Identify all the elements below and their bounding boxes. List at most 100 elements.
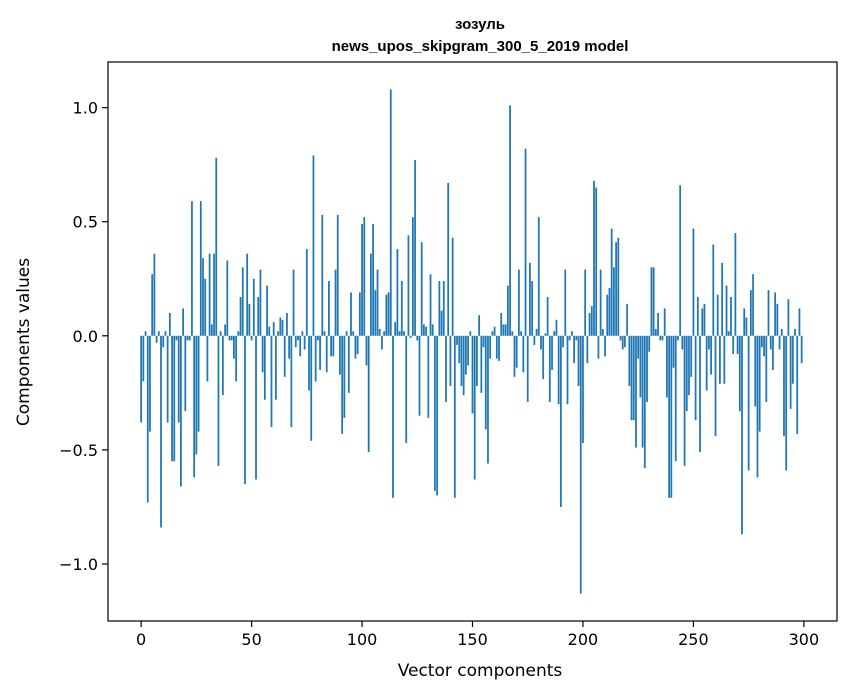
bar xyxy=(458,335,461,364)
bar xyxy=(509,105,511,336)
bar xyxy=(752,274,754,336)
bar xyxy=(769,335,772,350)
bar xyxy=(526,335,529,402)
bar xyxy=(736,335,739,355)
bar xyxy=(493,326,496,336)
bar xyxy=(469,331,472,336)
y-tick-label: 0.0 xyxy=(73,327,98,346)
bar xyxy=(259,269,262,336)
bar xyxy=(701,308,704,336)
bar xyxy=(237,331,240,336)
bar xyxy=(683,335,686,466)
bar xyxy=(555,319,558,336)
bar xyxy=(575,335,578,341)
bar xyxy=(244,335,246,485)
bar xyxy=(376,269,379,336)
bar xyxy=(637,335,640,359)
bar xyxy=(608,287,611,336)
bar xyxy=(489,335,492,359)
bar xyxy=(173,335,176,462)
bar xyxy=(352,331,355,336)
bar xyxy=(336,214,339,336)
bar xyxy=(641,335,644,448)
bar xyxy=(213,253,215,336)
bar xyxy=(228,335,231,341)
bar xyxy=(290,335,293,428)
bar xyxy=(619,335,622,341)
bar xyxy=(325,335,328,373)
bar xyxy=(774,292,777,336)
bar xyxy=(648,335,651,352)
y-tick-label: −0.5 xyxy=(59,441,98,460)
bar xyxy=(696,297,699,336)
bar xyxy=(215,157,218,336)
bar xyxy=(270,335,273,428)
bar xyxy=(462,335,465,396)
bar xyxy=(427,335,430,418)
bar xyxy=(451,237,454,336)
bar xyxy=(195,335,198,455)
bar xyxy=(312,155,315,336)
bar xyxy=(590,306,593,336)
bar xyxy=(248,303,251,336)
y-tick-label: 1.0 xyxy=(73,99,98,118)
y-axis-label: Components values xyxy=(14,258,34,426)
bar xyxy=(431,324,434,336)
bar xyxy=(487,335,489,464)
bar xyxy=(635,335,637,448)
bar xyxy=(791,335,794,384)
y-axis-ticks: −1.0 −0.5 0.0 0.5 1.0 xyxy=(59,99,108,574)
bar xyxy=(630,335,633,421)
bar xyxy=(385,294,388,336)
bar xyxy=(392,335,394,498)
bar xyxy=(396,249,399,336)
bar xyxy=(224,324,226,336)
bar xyxy=(666,335,668,398)
bar xyxy=(522,335,525,373)
bar xyxy=(553,331,556,336)
x-tick-label: 0 xyxy=(136,630,146,649)
bar xyxy=(725,285,728,336)
bar xyxy=(654,328,657,336)
bar xyxy=(343,335,346,418)
bar xyxy=(288,335,291,359)
bar xyxy=(692,228,695,336)
bar xyxy=(162,335,165,348)
bar xyxy=(277,331,279,336)
bar xyxy=(440,310,443,336)
bar xyxy=(268,326,271,336)
bar xyxy=(476,335,478,386)
bar xyxy=(730,297,732,336)
bar xyxy=(652,267,655,336)
bar xyxy=(316,335,319,341)
bar xyxy=(449,335,452,386)
bar xyxy=(429,274,432,336)
bar xyxy=(294,335,297,348)
bar xyxy=(679,185,682,336)
bar xyxy=(776,303,779,336)
bar xyxy=(663,308,666,336)
bar xyxy=(471,335,474,414)
bar xyxy=(305,249,308,336)
bar xyxy=(164,331,167,336)
bar xyxy=(491,331,494,336)
bar xyxy=(301,331,304,336)
bar xyxy=(787,299,790,336)
bar xyxy=(513,335,516,377)
bar xyxy=(761,335,763,348)
bar xyxy=(453,335,456,498)
bar xyxy=(643,335,646,469)
bar xyxy=(520,331,522,336)
bar xyxy=(372,224,374,336)
x-tick-label: 150 xyxy=(457,630,488,649)
bar xyxy=(551,335,553,371)
bar xyxy=(758,335,761,432)
bar xyxy=(772,335,774,371)
bar xyxy=(732,335,735,355)
bar xyxy=(800,335,803,364)
bar xyxy=(738,335,741,412)
bar xyxy=(319,335,321,371)
bar xyxy=(685,335,688,412)
bar xyxy=(577,335,580,386)
bar xyxy=(416,335,419,341)
